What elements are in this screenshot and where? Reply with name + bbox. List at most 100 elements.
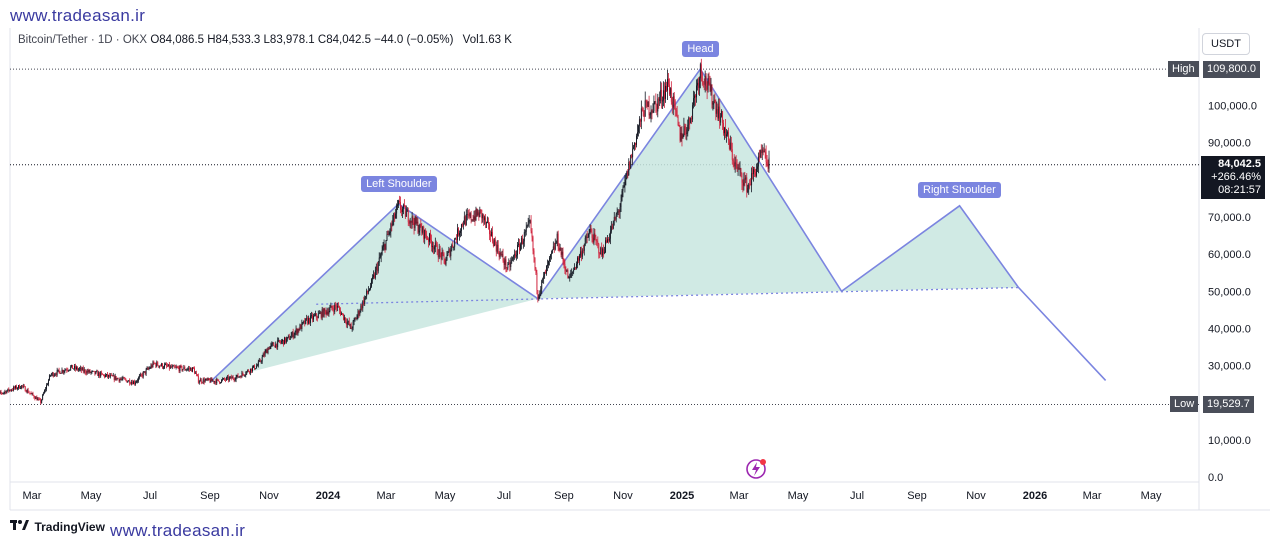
candle-body: [230, 376, 232, 379]
candle-body: [544, 271, 546, 276]
candle-body: [337, 305, 339, 308]
replay-icon[interactable]: [746, 459, 766, 479]
candle-body: [302, 322, 304, 323]
open-label: O: [150, 34, 160, 46]
candle-body: [136, 380, 138, 382]
candle-body: [533, 250, 535, 258]
candle-body: [303, 320, 305, 323]
candle-body: [757, 156, 759, 167]
candle-body: [432, 246, 434, 250]
candle-body: [612, 221, 614, 229]
candle-body: [536, 272, 538, 291]
candle-body: [699, 64, 701, 79]
head-and-shoulders-pattern[interactable]: [209, 67, 1107, 383]
candle-body: [661, 89, 663, 101]
candle-body: [619, 207, 621, 213]
candle-body: [633, 146, 635, 149]
candle-body: [214, 381, 216, 383]
right-shoulder-label[interactable]: Right Shoulder: [918, 181, 1001, 198]
candle-body: [738, 167, 740, 169]
candle-body: [275, 343, 277, 348]
head-label[interactable]: Head: [682, 41, 719, 58]
candle-body: [322, 309, 324, 317]
candle-body: [512, 257, 514, 260]
left-shoulder-label[interactable]: Left Shoulder: [361, 175, 437, 192]
candle-body: [173, 365, 175, 367]
candle-body: [519, 243, 520, 251]
candle-body: [437, 254, 439, 258]
candle-body: [435, 242, 437, 245]
candle-body: [312, 315, 313, 320]
candle-body: [729, 142, 731, 150]
candle-body: [0, 391, 1, 393]
candle-body: [129, 380, 131, 384]
candle-body: [165, 364, 166, 366]
neckline[interactable]: [316, 286, 1019, 305]
candle-body: [428, 238, 430, 242]
candle-body: [168, 364, 170, 369]
candle-body: [186, 369, 188, 371]
candle-body: [697, 82, 699, 88]
candle-body: [553, 246, 555, 250]
candle-body: [206, 378, 208, 380]
candle-body: [96, 371, 98, 373]
candle-body: [330, 305, 332, 308]
candle-body: [490, 234, 491, 237]
candle-body: [453, 246, 455, 248]
candle-body: [399, 200, 400, 203]
candle-body: [741, 173, 743, 183]
time-tick: Nov: [259, 490, 279, 502]
tradingview-brand[interactable]: TradingView: [10, 518, 105, 536]
candle-body: [673, 96, 675, 101]
candle-body: [9, 389, 11, 391]
candle-body: [747, 187, 749, 193]
time-tick: 2025: [670, 490, 694, 502]
candle-body: [646, 100, 648, 107]
symbol-title[interactable]: Bitcoin/Tether · 1D · OKX: [18, 34, 148, 46]
time-axis[interactable]: Mar May Jul Sep Nov 2024 Mar May Jul Sep Nov 2025 Ma…: [23, 490, 1162, 502]
candle-body: [522, 241, 524, 245]
candle-body: [722, 111, 724, 124]
high-value: 84,533.3: [215, 34, 261, 46]
currency-button[interactable]: USDT: [1202, 33, 1250, 55]
candle-body: [726, 134, 727, 137]
candle-body: [5, 391, 7, 394]
candle-body: [363, 300, 365, 304]
candle-body: [239, 376, 241, 378]
candle-body: [259, 359, 261, 362]
candle-body: [727, 132, 729, 141]
candle-body: [332, 308, 334, 310]
volume-label: Vol: [462, 34, 479, 46]
candle-body: [258, 359, 260, 362]
candle-body: [600, 247, 602, 255]
price-axis[interactable]: 0.0 10,000.0 30,000.0 40,000.0 50,000.0 60,00…: [1208, 101, 1257, 485]
candle-body: [213, 380, 215, 383]
candle-body: [471, 219, 473, 221]
candle-body: [150, 365, 152, 369]
candle-body: [278, 340, 280, 341]
candle-body: [382, 246, 384, 251]
watermark-top: www.tradeasan.ir: [10, 6, 146, 25]
candle-body: [182, 369, 184, 371]
candle-body: [172, 365, 174, 367]
candle-body: [216, 379, 218, 384]
candle-body: [719, 106, 721, 123]
candle-body: [655, 101, 657, 104]
candle-body: [224, 378, 225, 380]
candle-body: [451, 245, 453, 250]
candle-body: [732, 159, 734, 161]
candle-body: [42, 394, 44, 400]
candle-body: [163, 367, 164, 369]
candle-body: [254, 368, 256, 370]
ohlc-legend[interactable]: Bitcoin/Tether · 1D · OKX O84,086.5 H84,…: [18, 34, 512, 46]
candle-body: [244, 375, 246, 376]
candle-body: [431, 246, 433, 247]
candle-body: [217, 379, 219, 381]
candle-body: [442, 252, 444, 254]
candle-body: [574, 267, 576, 271]
candle-body: [221, 379, 223, 383]
pattern-outline[interactable]: [209, 67, 1107, 383]
candles[interactable]: [0, 58, 770, 405]
candle-body: [420, 223, 422, 228]
